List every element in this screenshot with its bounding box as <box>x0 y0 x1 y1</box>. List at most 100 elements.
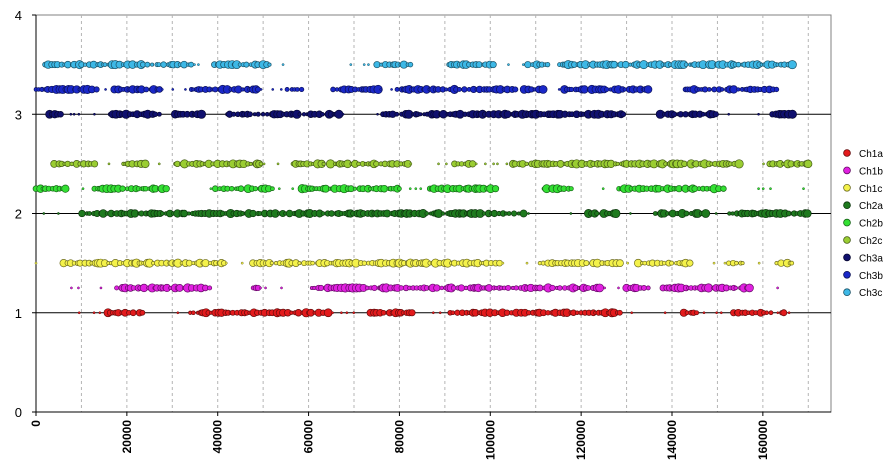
data-point <box>323 308 333 318</box>
data-point <box>390 88 393 91</box>
data-point <box>723 261 727 265</box>
data-point <box>185 259 193 267</box>
data-point <box>701 86 709 93</box>
data-point <box>761 187 765 191</box>
legend-label: Ch2c <box>859 236 882 247</box>
data-point <box>229 185 235 192</box>
x-tick-label: 120000 <box>574 420 588 460</box>
y-tick-label: 2 <box>15 207 22 222</box>
data-point <box>270 186 275 192</box>
data-point <box>191 310 196 316</box>
data-point <box>249 209 257 218</box>
data-point <box>341 112 345 116</box>
data-point <box>318 284 325 291</box>
data-point <box>740 261 745 266</box>
data-point <box>99 286 103 290</box>
data-point <box>734 260 739 266</box>
data-point <box>617 286 620 290</box>
legend-marker <box>843 149 851 157</box>
data-point <box>569 212 573 215</box>
legend-label: Ch1a <box>859 149 883 160</box>
data-point <box>701 209 711 218</box>
data-point <box>549 284 556 292</box>
data-point <box>297 112 302 117</box>
data-point <box>745 283 754 293</box>
data-point <box>557 285 563 291</box>
data-point <box>431 311 435 315</box>
data-point <box>433 284 441 292</box>
data-point <box>776 286 779 290</box>
data-point <box>757 112 760 116</box>
data-point <box>197 63 200 66</box>
data-point <box>505 162 509 166</box>
data-point <box>291 187 295 191</box>
data-point <box>787 311 791 315</box>
data-point <box>474 162 478 166</box>
data-point <box>156 111 162 117</box>
data-point <box>418 112 423 117</box>
axes: 0 1 2 3 4 0 20000 40000 60000 80000 100000 120000 14… <box>15 8 831 460</box>
legend-marker <box>843 218 851 227</box>
data-point <box>519 209 528 218</box>
data-point <box>294 87 300 92</box>
data-point <box>144 61 151 68</box>
data-point <box>139 309 146 316</box>
y-tick-label: 4 <box>15 8 22 23</box>
data-point <box>264 286 267 290</box>
data-point <box>77 112 81 116</box>
data-point <box>764 310 769 315</box>
data-point <box>719 87 725 92</box>
data-point <box>276 162 280 166</box>
data-point <box>328 210 335 217</box>
data-point <box>396 186 402 192</box>
data-point <box>180 209 189 218</box>
data-point <box>380 309 387 316</box>
data-point <box>320 211 326 216</box>
data-point <box>373 160 380 167</box>
data-point <box>630 311 634 315</box>
data-point <box>773 86 780 93</box>
data-point <box>734 159 744 169</box>
data-point <box>255 111 261 117</box>
data-point <box>102 62 108 67</box>
data-point <box>93 112 96 116</box>
data-point <box>780 309 788 317</box>
data-point <box>78 209 86 218</box>
legend-label: Ch1b <box>859 166 883 177</box>
data-point <box>264 111 270 117</box>
data-point <box>310 260 315 266</box>
data-point <box>371 284 378 292</box>
data-point <box>505 284 512 291</box>
data-point <box>496 162 499 166</box>
data-point <box>247 111 253 118</box>
data-point <box>712 261 716 265</box>
data-point <box>787 60 797 70</box>
data-point <box>281 63 285 66</box>
data-point <box>150 62 155 67</box>
data-point <box>188 61 194 68</box>
data-point <box>757 187 760 191</box>
data-point <box>424 211 430 216</box>
data-point <box>702 311 706 315</box>
data-point <box>545 62 551 68</box>
data-point <box>706 87 712 92</box>
x-tick-label: 40000 <box>211 420 225 454</box>
data-point <box>524 161 529 167</box>
data-point <box>437 162 440 166</box>
data-point <box>331 311 334 315</box>
y-tick-label: 3 <box>15 107 22 122</box>
data-point <box>409 162 413 166</box>
data-point <box>557 88 561 91</box>
data-point <box>152 111 158 118</box>
data-point <box>280 286 283 290</box>
legend: Ch1a Ch1b Ch1c Ch2a Ch2b Ch2c Ch3a Ch3b Ch3c <box>843 149 883 299</box>
data-point <box>119 185 126 192</box>
data-points <box>32 60 813 318</box>
data-point <box>277 187 281 191</box>
legend-marker <box>843 253 851 262</box>
data-point <box>683 62 689 67</box>
data-point <box>663 311 667 315</box>
data-point <box>641 285 647 291</box>
data-point <box>408 309 416 317</box>
data-point <box>604 86 610 93</box>
